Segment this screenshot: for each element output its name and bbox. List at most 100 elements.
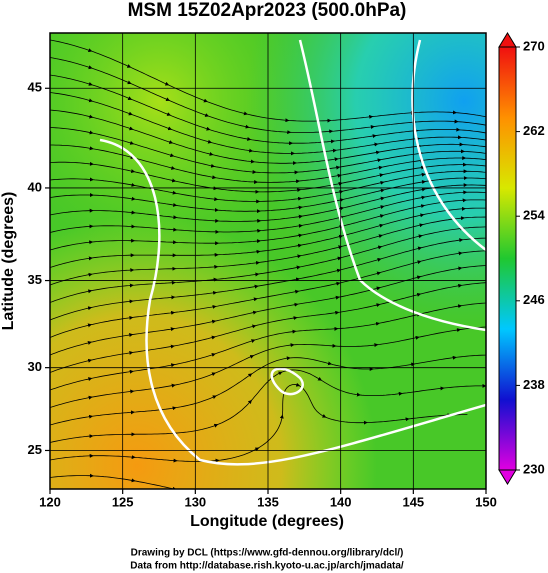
- colorbar: [498, 46, 517, 471]
- colorbar-label: 238: [523, 377, 545, 392]
- streamline: [50, 177, 94, 182]
- streamline: [217, 218, 262, 223]
- streamline: [255, 302, 299, 313]
- streamline: [292, 343, 337, 348]
- streamline: [175, 217, 220, 223]
- streamline: [50, 453, 94, 461]
- streamline: [296, 295, 340, 305]
- streamline: [245, 113, 290, 123]
- streamline: [131, 344, 175, 353]
- streamline: [460, 265, 486, 269]
- streamline: [300, 234, 344, 246]
- streamline: [258, 243, 303, 252]
- streamline: [132, 143, 175, 158]
- streamline: [422, 156, 467, 161]
- streamline: [338, 158, 382, 168]
- streamline: [168, 99, 210, 117]
- streamline: [382, 204, 426, 216]
- streamline: [299, 245, 343, 257]
- streamline: [253, 329, 297, 341]
- streamline: [296, 165, 341, 173]
- streamline: [90, 369, 134, 379]
- contour: [270, 367, 304, 396]
- streamline: [133, 171, 177, 183]
- streamline: [209, 141, 254, 153]
- streamline: [300, 206, 345, 217]
- streamline: [289, 129, 334, 134]
- streamline: [372, 120, 417, 128]
- streamline: [419, 266, 463, 278]
- streamline: [50, 395, 93, 408]
- streamline: [133, 480, 177, 489]
- streamline: [334, 343, 379, 348]
- streamline: [258, 233, 303, 242]
- streamline: [90, 268, 135, 275]
- streamline: [300, 215, 344, 226]
- streamline: [90, 283, 134, 292]
- streamline: [329, 114, 374, 121]
- streamline: [50, 92, 94, 103]
- streamline: [91, 132, 135, 145]
- streamline: [381, 165, 426, 176]
- streamline: [300, 224, 344, 236]
- streamline: [257, 254, 302, 263]
- streamline: [171, 142, 214, 156]
- streamline: [418, 304, 463, 315]
- streamline: [258, 196, 303, 202]
- streamline: [376, 335, 420, 346]
- streamline: [460, 302, 486, 307]
- streamline: [378, 292, 422, 306]
- streamline: [91, 179, 136, 187]
- streamline: [382, 180, 426, 191]
- streamline: [339, 245, 383, 259]
- streamline: [377, 312, 421, 324]
- streamline: [173, 372, 216, 386]
- streamline: [293, 148, 337, 154]
- streamline: [217, 239, 261, 244]
- streamline: [133, 240, 178, 245]
- streamline: [50, 193, 94, 198]
- streamline: [332, 134, 377, 142]
- x-axis-label: Longitude (degrees): [190, 513, 344, 530]
- streamline: [454, 354, 486, 358]
- streamline: [419, 283, 463, 295]
- colorbar-extend: [498, 32, 517, 48]
- streamline: [131, 363, 176, 372]
- streamline: [334, 142, 379, 151]
- streamline: [131, 295, 176, 302]
- credit: Data from http://database.rish.kyoto-u.a…: [130, 561, 404, 572]
- streamline: [421, 216, 465, 226]
- streamline: [420, 226, 465, 237]
- streamline: [422, 206, 466, 216]
- streamline: [169, 114, 211, 131]
- chart-title: MSM 15Z02Apr2023 (500.0hPa): [128, 0, 407, 21]
- streamline: [376, 136, 421, 145]
- streamline: [341, 205, 385, 218]
- streamline: [213, 324, 257, 338]
- y-axis-label: Latitude (degrees): [0, 192, 17, 331]
- streamline: [378, 275, 422, 289]
- streamline: [91, 455, 136, 460]
- streamline: [458, 129, 486, 134]
- streamline: [287, 118, 332, 123]
- streamline: [217, 447, 260, 461]
- streamline: [91, 148, 135, 160]
- y-tick-label: 35: [28, 272, 42, 287]
- streamline: [91, 194, 136, 201]
- streamline: [50, 306, 93, 321]
- streamline: [378, 144, 422, 153]
- streamline: [50, 240, 94, 251]
- streamline: [91, 116, 134, 131]
- streamline: [91, 410, 135, 417]
- streamline: [454, 112, 486, 118]
- streamline: [173, 168, 217, 180]
- streamline: [50, 144, 94, 151]
- streamline: [341, 188, 385, 201]
- streamline: [423, 190, 468, 198]
- streamline: [251, 150, 295, 156]
- streamline: [215, 284, 259, 293]
- streamline: [365, 417, 410, 423]
- streamline: [257, 265, 301, 275]
- streamline: [132, 157, 176, 170]
- streamline: [380, 223, 424, 236]
